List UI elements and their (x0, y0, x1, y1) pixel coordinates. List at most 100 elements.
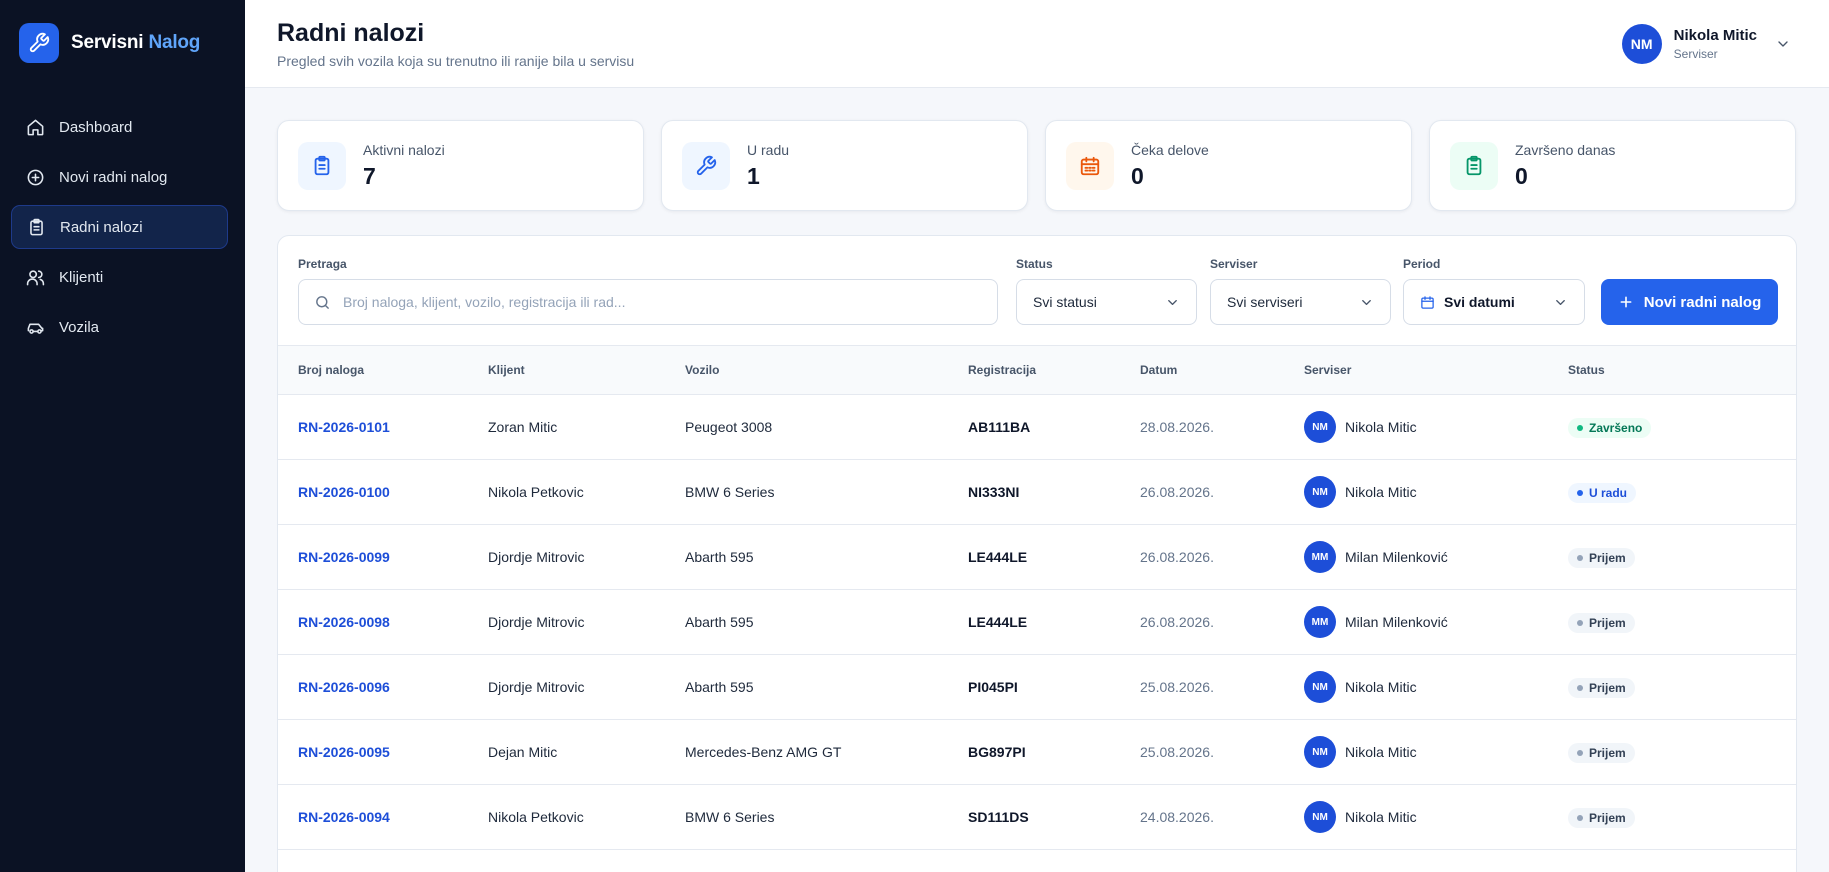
header: Radni nalozi Pregled svih vozila koja su… (245, 0, 1829, 88)
serviser-cell: NM Nikola Mitic (1304, 671, 1417, 703)
user-name: Nikola Mitic (1673, 27, 1757, 44)
order-date: 24.08.2026. (1140, 809, 1214, 825)
serviser-cell: NM Nikola Mitic (1304, 476, 1417, 508)
brand-name: Servisni Nalog (71, 32, 201, 53)
order-number-link[interactable]: RN-2026-0100 (298, 484, 390, 500)
order-number-link[interactable]: RN-2026-0095 (298, 744, 390, 760)
registration: NI333NI (968, 484, 1020, 500)
table-row[interactable]: RN-2026-0098 Djordje Mitrovic Abarth 595 LE… (278, 590, 1796, 655)
registration: AB111BA (968, 419, 1031, 435)
table-row[interactable]: RN-2026-0100 Nikola Petkovic BMW 6 Series N… (278, 460, 1796, 525)
status-dot (1577, 425, 1583, 431)
status-badge: Prijem (1568, 548, 1635, 568)
order-number-link[interactable]: RN-2026-0099 (298, 549, 390, 565)
sidebar-item-novi-radni-nalog[interactable]: Novi radni nalog (11, 155, 228, 199)
vehicle-name: Mercedes-Benz AMG GT (685, 744, 842, 760)
status-label: Prijem (1589, 551, 1626, 565)
stat-label: U radu (747, 141, 790, 158)
status-badge: Završeno (1568, 418, 1652, 438)
order-number-link[interactable]: RN-2026-0101 (298, 419, 390, 435)
sidebar-item-label: Novi radni nalog (59, 168, 168, 186)
status-filter-label: Status (1016, 257, 1053, 271)
order-date: 26.08.2026. (1140, 484, 1214, 500)
sidebar-item-klijenti[interactable]: Klijenti (11, 255, 228, 299)
clipboard-icon (298, 141, 346, 190)
calendar-icon (1421, 295, 1434, 309)
order-date: 28.08.2026. (1140, 419, 1214, 435)
table-row[interactable]: RN-2026-0099 Djordje Mitrovic Abarth 595 LE… (278, 525, 1796, 590)
column-header[interactable]: Klijent (488, 363, 525, 377)
period-select[interactable]: Svi datumi (1403, 279, 1585, 325)
client-name: Nikola Petkovic (488, 809, 584, 825)
column-header[interactable]: Status (1568, 363, 1605, 377)
stat-value: 0 (1131, 162, 1144, 189)
serviser-cell: NM Nikola Mitic (1304, 736, 1417, 768)
sidebar-item-vozila[interactable]: Vozila (11, 305, 228, 349)
column-header[interactable]: Broj naloga (298, 363, 365, 377)
status-dot (1577, 685, 1583, 691)
user-role: Serviser (1673, 47, 1718, 61)
home-icon (27, 119, 44, 135)
sidebar: Servisni Nalog Dashboard Novi radni nalo… (0, 0, 245, 872)
avatar: NM (1304, 476, 1336, 508)
column-header[interactable]: Serviser (1304, 363, 1352, 377)
page-subtitle: Pregled svih vozila koja su trenutno ili… (277, 53, 635, 69)
clipboard-check-icon (1450, 141, 1498, 190)
stat-label: Čeka delove (1131, 141, 1209, 158)
vehicle-name: Peugeot 3008 (685, 419, 773, 435)
stat-card-ceka-delove: Čeka delove 0 (1045, 120, 1412, 211)
serviser-filter-label: Serviser (1210, 257, 1258, 271)
status-dot (1577, 750, 1583, 756)
user-menu[interactable]: NM Nikola Mitic Serviser (1621, 24, 1791, 64)
car-icon (27, 323, 44, 334)
order-number-link[interactable]: RN-2026-0098 (298, 614, 390, 630)
avatar: NM (1304, 736, 1336, 768)
table-row[interactable] (278, 850, 1796, 872)
search-box[interactable] (298, 279, 998, 325)
column-header[interactable]: Datum (1140, 363, 1178, 377)
vehicle-name: Abarth 595 (685, 549, 754, 565)
serviser-name: Nikola Mitic (1345, 419, 1417, 435)
order-number-link[interactable]: RN-2026-0094 (298, 809, 390, 825)
status-dot (1577, 555, 1583, 561)
sidebar-item-dashboard[interactable]: Dashboard (11, 105, 228, 149)
avatar: NM (1304, 801, 1336, 833)
status-select[interactable]: Svi statusi (1016, 279, 1197, 325)
work-orders-panel: Pretraga Status Svi statusi Serviser Svi… (277, 235, 1797, 872)
serviser-name: Nikola Mitic (1345, 744, 1417, 760)
plus-circle-icon (27, 169, 44, 185)
calendar-icon (1066, 141, 1114, 190)
stat-card-aktivni-nalozi: Aktivni nalozi 7 (277, 120, 644, 211)
serviser-cell: MM Milan Milenković (1304, 541, 1448, 573)
status-badge: Prijem (1568, 613, 1635, 633)
registration: PI045PI (968, 679, 1018, 695)
brand[interactable]: Servisni Nalog (19, 23, 200, 63)
avatar: MM (1304, 606, 1336, 638)
vehicle-name: BMW 6 Series (685, 809, 775, 825)
vehicle-name: Abarth 595 (685, 679, 754, 695)
order-date: 25.08.2026. (1140, 679, 1214, 695)
table-row[interactable]: RN-2026-0095 Dejan Mitic Mercedes-Benz AMG… (278, 720, 1796, 785)
chevron-down-icon (1556, 299, 1565, 305)
table-row[interactable]: RN-2026-0101 Zoran Mitic Peugeot 3008 AB111… (278, 395, 1796, 460)
serviser-cell: NM Nikola Mitic (1304, 801, 1417, 833)
table-row[interactable]: RN-2026-0096 Djordje Mitrovic Abarth 595 PI… (278, 655, 1796, 720)
table-row[interactable]: RN-2026-0094 Nikola Petkovic BMW 6 Series S… (278, 785, 1796, 850)
order-number-link[interactable]: RN-2026-0096 (298, 679, 390, 695)
client-name: Dejan Mitic (488, 744, 558, 760)
column-header[interactable]: Vozilo (685, 363, 720, 377)
client-name: Djordje Mitrovic (488, 549, 585, 565)
registration: LE444LE (968, 549, 1028, 565)
stat-value: 0 (1515, 162, 1528, 189)
sidebar-item-radni-nalozi[interactable]: Radni nalozi (11, 205, 228, 249)
column-header[interactable]: Registracija (968, 363, 1037, 377)
sidebar-item-label: Vozila (59, 318, 100, 336)
search-icon (316, 295, 329, 309)
search-input[interactable] (343, 294, 943, 310)
wrench-logo-icon (19, 23, 59, 63)
status-label: Završeno (1589, 421, 1643, 435)
client-name: Nikola Petkovic (488, 484, 584, 500)
serviser-select[interactable]: Svi serviseri (1210, 279, 1391, 325)
serviser-name: Nikola Mitic (1345, 809, 1417, 825)
new-work-order-button[interactable]: Novi radni nalog (1601, 279, 1778, 325)
